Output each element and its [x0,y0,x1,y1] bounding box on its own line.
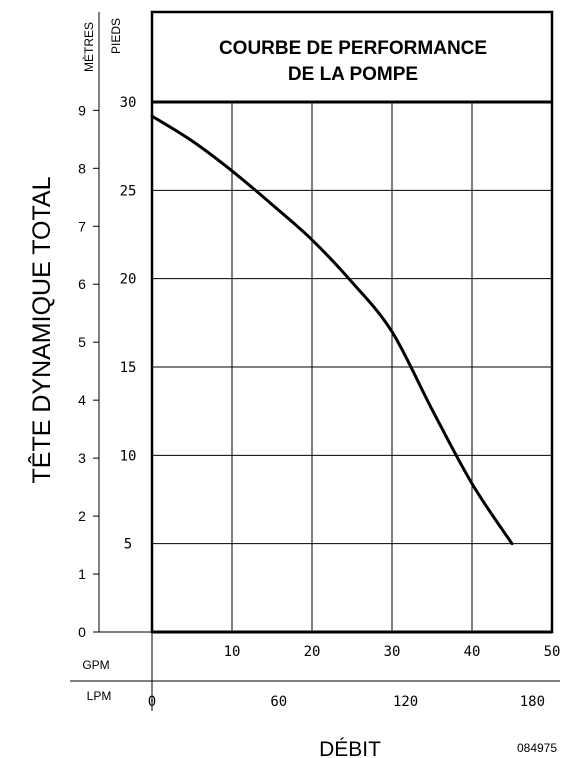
chart-title: COURBE DE PERFORMANCE DE LA POMPE [219,38,487,85]
plot-border [150,10,554,634]
y-feet-tick-label: 25 [120,183,137,199]
y-meter-tick-label: 2 [78,508,86,524]
x-gpm-tick-label: 30 [384,644,401,660]
grid-lines [152,102,552,632]
x-gpm-tick-label: 40 [464,644,481,660]
y-axis-label: TÊTE DYNAMIQUE TOTAL [27,176,56,483]
y-meter-tick-label: 1 [78,566,86,582]
figure-code: 084975 [517,741,557,755]
x-axis-label: DÉBIT [319,738,381,758]
y-meter-tick-label: 9 [78,102,86,118]
y-meter-tick-label: 3 [78,450,86,466]
y-meter-tick-labels: 0 1 2 3 4 5 6 7 8 9 [78,102,99,640]
y-feet-tick-label: 10 [120,448,137,464]
y-meter-tick-label: 4 [78,392,86,408]
title-line-2: DE LA POMPE [288,64,418,85]
y-meters-unit-label: MÈTRES [81,22,96,72]
chart-frame [70,10,560,711]
x-lpm-tick-label: 120 [393,694,418,710]
y-feet-unit-label: PIEDS [109,18,123,54]
x-lpm-tick-label: 180 [520,694,545,710]
x-gpm-unit-label: GPM [82,658,109,672]
x-gpm-tick-label: 10 [224,644,241,660]
y-meter-tick-label: 8 [78,160,86,176]
y-meter-tick-label: 0 [78,624,86,640]
x-gpm-tick-label: 50 [544,644,561,660]
y-meter-tick-label: 5 [78,334,86,350]
y-meter-tick-label: 7 [78,218,86,234]
x-gpm-tick-labels: 10 20 30 40 50 [224,644,561,660]
y-meter-tick-label: 6 [78,276,86,292]
x-lpm-tick-label: 0 [148,694,156,710]
performance-curve-series [150,114,514,546]
y-feet-tick-labels: 5 10 15 20 25 30 [120,95,137,553]
x-lpm-unit-label: LPM [87,689,112,703]
x-lpm-tick-labels: 0 60 120 180 [148,694,545,710]
performance-curve [150,114,514,546]
x-lpm-tick-label: 60 [270,694,287,710]
y-feet-tick-label: 15 [120,360,137,376]
x-gpm-tick-label: 20 [304,644,321,660]
y-feet-tick-label: 5 [124,537,132,553]
y-feet-tick-label: 20 [120,272,137,288]
title-line-1: COURBE DE PERFORMANCE [219,38,487,59]
y-feet-tick-label: 30 [120,95,137,111]
